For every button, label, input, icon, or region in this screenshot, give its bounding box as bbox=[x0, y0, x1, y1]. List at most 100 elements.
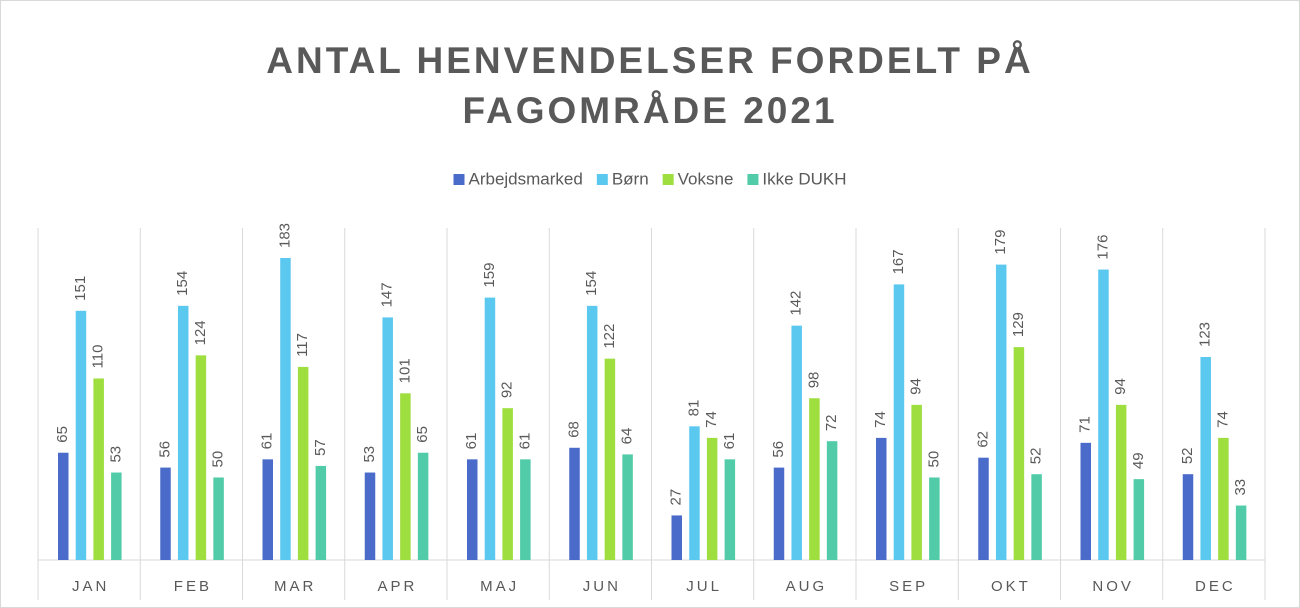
data-label: 94 bbox=[908, 378, 925, 395]
data-label: 65 bbox=[54, 426, 71, 443]
bar bbox=[484, 297, 496, 560]
bar bbox=[773, 467, 785, 560]
data-label: 74 bbox=[703, 411, 720, 428]
data-label: 101 bbox=[396, 358, 413, 383]
data-label: 124 bbox=[192, 320, 209, 345]
bar bbox=[93, 378, 104, 560]
bar bbox=[160, 467, 171, 560]
data-label: 65 bbox=[414, 426, 431, 443]
bar bbox=[622, 454, 633, 560]
data-label: 61 bbox=[259, 433, 276, 450]
x-tick-label: JAN bbox=[72, 578, 109, 595]
data-label: 154 bbox=[583, 271, 600, 296]
bar bbox=[1098, 269, 1109, 560]
x-tick-label: NOV bbox=[1092, 578, 1134, 595]
data-label: 179 bbox=[992, 230, 1009, 255]
data-label: 61 bbox=[516, 433, 533, 450]
bar bbox=[297, 366, 309, 560]
x-tick-label: OKT bbox=[991, 578, 1031, 595]
bar bbox=[1200, 357, 1211, 560]
bar bbox=[58, 452, 69, 560]
bar bbox=[826, 441, 838, 560]
legend-swatch bbox=[747, 174, 759, 185]
bar bbox=[1115, 404, 1127, 560]
bar bbox=[1235, 505, 1247, 560]
legend-label: Børn bbox=[612, 169, 649, 188]
bar bbox=[75, 310, 87, 560]
bar bbox=[177, 305, 189, 560]
bar bbox=[520, 459, 531, 560]
x-tick-label: FEB bbox=[174, 578, 212, 595]
data-label: 94 bbox=[1112, 378, 1129, 395]
bar bbox=[467, 459, 478, 560]
bar bbox=[604, 358, 616, 560]
data-label: 122 bbox=[601, 324, 618, 349]
data-label: 183 bbox=[276, 223, 293, 248]
bar bbox=[382, 317, 393, 560]
bar bbox=[791, 325, 802, 560]
data-label: 81 bbox=[685, 400, 702, 417]
data-label: 147 bbox=[379, 282, 396, 307]
data-label: 74 bbox=[1214, 411, 1231, 428]
bar bbox=[995, 264, 1007, 560]
bar bbox=[280, 258, 291, 560]
bar bbox=[689, 426, 700, 560]
bar bbox=[262, 459, 273, 560]
bar bbox=[213, 477, 224, 560]
bar bbox=[1133, 479, 1145, 560]
data-label: 154 bbox=[174, 271, 191, 296]
bar bbox=[315, 465, 327, 560]
data-label: 110 bbox=[90, 345, 107, 369]
bar bbox=[195, 355, 207, 560]
bar bbox=[893, 284, 905, 560]
x-tick-label: MAJ bbox=[480, 578, 519, 595]
data-label: 61 bbox=[721, 433, 738, 450]
data-label: 64 bbox=[619, 428, 636, 445]
data-label: 53 bbox=[107, 446, 124, 463]
bar bbox=[569, 447, 580, 560]
data-label: 57 bbox=[312, 439, 329, 456]
bar bbox=[417, 452, 429, 560]
legend-label: Voksne bbox=[678, 169, 734, 188]
data-label: 167 bbox=[890, 249, 907, 274]
bar bbox=[911, 404, 922, 560]
x-tick-label: APR bbox=[377, 578, 417, 595]
data-label: 50 bbox=[210, 451, 227, 468]
bar bbox=[1182, 474, 1194, 560]
legend-swatch bbox=[453, 174, 465, 185]
x-tick-label: JUN bbox=[583, 578, 621, 595]
data-label: 62 bbox=[974, 431, 991, 448]
bar bbox=[400, 393, 411, 560]
bar bbox=[671, 515, 682, 560]
chart-title: ANTAL HENVENDELSER FORDELT PÅ FAGOMRÅDE … bbox=[266, 40, 1034, 131]
data-label: 61 bbox=[463, 433, 480, 450]
legend-swatch bbox=[662, 174, 674, 185]
x-tick-label: JUL bbox=[686, 578, 722, 595]
bar bbox=[1013, 347, 1025, 560]
data-label: 123 bbox=[1197, 322, 1214, 347]
data-label: 129 bbox=[1010, 312, 1027, 337]
bar bbox=[1080, 442, 1091, 560]
data-label: 142 bbox=[788, 291, 805, 316]
bar bbox=[586, 305, 598, 560]
data-label: 117 bbox=[294, 333, 311, 357]
legend-label: Ikke DUKH bbox=[762, 169, 846, 188]
bar bbox=[1218, 437, 1229, 560]
data-label: 53 bbox=[361, 446, 378, 463]
data-label: 98 bbox=[805, 372, 822, 389]
bar bbox=[364, 472, 376, 560]
x-tick-label: SEP bbox=[889, 578, 928, 595]
data-label: 176 bbox=[1094, 235, 1111, 260]
data-label: 27 bbox=[668, 489, 685, 506]
data-label: 56 bbox=[770, 441, 787, 458]
data-label: 68 bbox=[565, 421, 582, 438]
bar bbox=[724, 459, 736, 560]
legend-label: Arbejdsmarked bbox=[468, 169, 582, 188]
bar bbox=[876, 437, 887, 560]
data-label: 151 bbox=[72, 276, 89, 301]
bar bbox=[809, 398, 820, 560]
x-tick-label: AUG bbox=[786, 578, 828, 595]
data-label: 56 bbox=[156, 441, 173, 458]
